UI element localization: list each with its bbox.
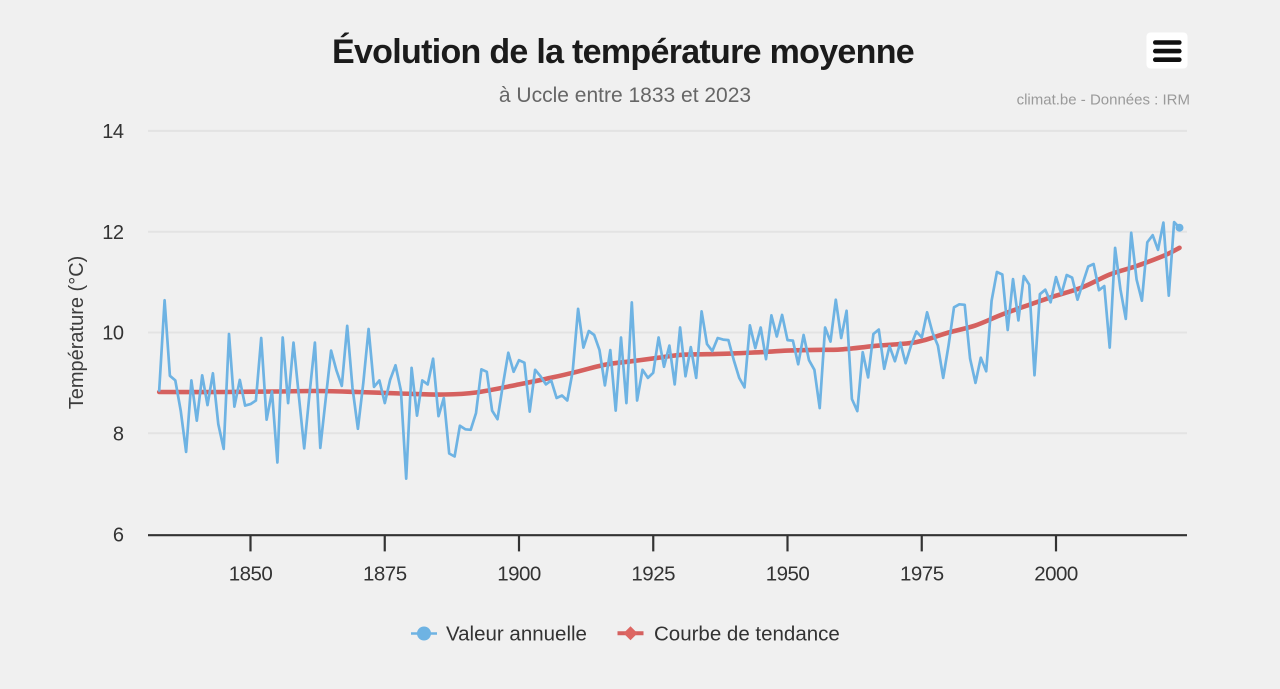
svg-text:14: 14 (102, 121, 124, 143)
svg-text:10: 10 (102, 323, 124, 345)
svg-text:à Uccle entre 1833 et 2023: à Uccle entre 1833 et 2023 (499, 84, 751, 107)
svg-text:Valeur annuelle: Valeur annuelle (446, 623, 587, 646)
svg-text:6: 6 (113, 524, 124, 546)
svg-text:1975: 1975 (900, 562, 944, 585)
svg-text:climat.be - Données : IRM: climat.be - Données : IRM (1017, 92, 1190, 109)
svg-text:8: 8 (113, 424, 124, 446)
svg-text:1850: 1850 (229, 562, 273, 585)
svg-text:Évolution de la température mo: Évolution de la température moyenne (332, 33, 914, 71)
svg-text:Température (°C): Température (°C) (66, 256, 88, 410)
svg-text:1925: 1925 (631, 562, 675, 585)
svg-text:1875: 1875 (363, 562, 407, 585)
svg-text:Courbe de tendance: Courbe de tendance (654, 623, 840, 646)
svg-text:1900: 1900 (497, 562, 541, 585)
svg-text:12: 12 (102, 222, 124, 244)
svg-text:1950: 1950 (766, 562, 810, 585)
svg-text:2000: 2000 (1034, 562, 1078, 585)
